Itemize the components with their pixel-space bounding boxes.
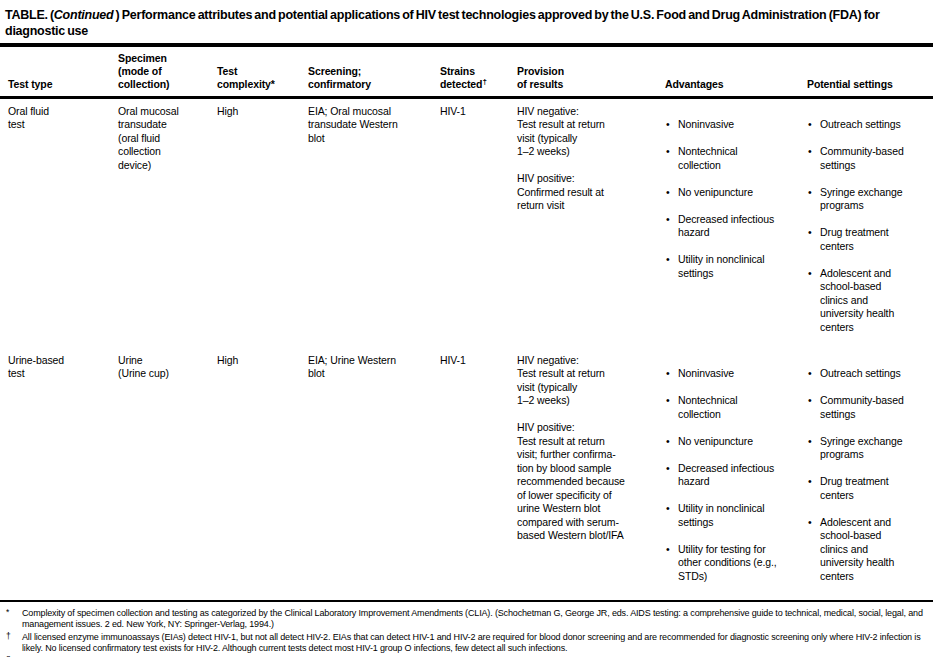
bullet-icon: • bbox=[665, 435, 678, 449]
cell-potential-settings: •Outreach settings •Community-based sett… bbox=[807, 354, 933, 597]
column-header-test-type: Test type bbox=[8, 78, 118, 91]
strains-detected-dagger: † bbox=[482, 77, 486, 86]
footnote-marker: † bbox=[6, 631, 11, 642]
bullet-icon: • bbox=[807, 394, 820, 421]
cell-test-complexity: High bbox=[217, 354, 308, 597]
cell-specimen: Oral mucosal transudate (oral fluid coll… bbox=[118, 105, 217, 348]
table-title: TABLE. (Continued ) Performance attribut… bbox=[0, 0, 933, 39]
cell-provision-of-results: HIV negative: Test result at return visi… bbox=[517, 354, 665, 597]
list-item: •Nontechnical collection bbox=[665, 394, 805, 421]
bullet-icon: • bbox=[807, 267, 820, 335]
footnote-dagger: † All licensed enzyme immunoassays (EIAs)… bbox=[6, 632, 928, 654]
bullet-icon: • bbox=[807, 226, 820, 253]
cell-potential-settings: •Outreach settings •Community-based sett… bbox=[807, 105, 933, 348]
bullet-icon: • bbox=[807, 516, 820, 584]
list-item: •No venipuncture bbox=[665, 186, 805, 200]
column-header-strains-detected-label: Strains detected bbox=[440, 65, 482, 90]
list-item: •No venipuncture bbox=[665, 435, 805, 449]
footnote-text: Complexity of specimen collection and te… bbox=[22, 608, 923, 629]
bullet-icon: • bbox=[665, 543, 678, 584]
list-item: •Outreach settings bbox=[807, 367, 931, 381]
list-item: •Adolescent and school-based clinics and… bbox=[807, 516, 931, 584]
bullet-icon: • bbox=[665, 118, 678, 132]
bullet-icon: • bbox=[807, 145, 820, 172]
bullet-icon: • bbox=[807, 475, 820, 502]
table-title-rest: ) Performance attributes and potential a… bbox=[5, 8, 880, 38]
list-item: •Nontechnical collection bbox=[665, 145, 805, 172]
list-item: •Outreach settings bbox=[807, 118, 931, 132]
bullet-icon: • bbox=[665, 186, 678, 200]
list-item: •Drug treatment centers bbox=[807, 475, 931, 502]
cell-test-complexity: High bbox=[217, 105, 308, 348]
footnote-asterisk: * Complexity of specimen collection and t… bbox=[6, 608, 928, 630]
cell-advantages: •Noninvasive •Nontechnical collection •N… bbox=[665, 105, 807, 348]
table-row-oral-fluid-test: Oral fluid test Oral mucosal transudate … bbox=[0, 99, 933, 348]
list-item: •Utility in nonclinical settings bbox=[665, 253, 805, 280]
bullet-icon: • bbox=[665, 462, 678, 489]
cell-specimen: Urine (Urine cup) bbox=[118, 354, 217, 597]
document-page: TABLE. (Continued ) Performance attribut… bbox=[0, 0, 933, 657]
bullet-icon: • bbox=[665, 502, 678, 529]
list-item: •Community-based settings bbox=[807, 145, 931, 172]
column-header-specimen: Specimen (mode of collection) bbox=[118, 52, 217, 91]
footnote-marker: * bbox=[6, 607, 9, 618]
column-header-screening-confirmatory: Screening; confirmatory bbox=[308, 65, 440, 91]
bullet-icon: • bbox=[665, 394, 678, 421]
bullet-icon: • bbox=[665, 213, 678, 240]
list-item: •Community-based settings bbox=[807, 394, 931, 421]
bullet-icon: • bbox=[665, 367, 678, 381]
footnotes: * Complexity of specimen collection and t… bbox=[0, 602, 933, 657]
list-item: •Decreased infectious hazard bbox=[665, 462, 805, 489]
cell-strains-detected: HIV-1 bbox=[440, 354, 517, 597]
column-header-provision-of-results: Provision of results bbox=[517, 65, 665, 91]
cell-screening-confirmatory: EIA; Oral mucosal transudate Western blo… bbox=[308, 105, 440, 348]
column-header-strains-detected: Strains detected† bbox=[440, 65, 517, 91]
cell-screening-confirmatory: EIA; Urine Western blot bbox=[308, 354, 440, 597]
cell-test-type: Urine-based test bbox=[8, 354, 118, 597]
cell-advantages: •Noninvasive •Nontechnical collection •N… bbox=[665, 354, 807, 597]
bullet-icon: • bbox=[807, 186, 820, 213]
list-item: •Noninvasive bbox=[665, 367, 805, 381]
table-header-row: Test type Specimen (mode of collection) … bbox=[0, 47, 933, 96]
bullet-icon: • bbox=[807, 367, 820, 381]
bullet-icon: • bbox=[807, 435, 820, 462]
bullet-icon: • bbox=[807, 118, 820, 132]
list-item: •Utility for testing for other condition… bbox=[665, 543, 805, 584]
cell-strains-detected: HIV-1 bbox=[440, 105, 517, 348]
column-header-potential-settings: Potential settings bbox=[807, 78, 933, 91]
list-item: •Decreased infectious hazard bbox=[665, 213, 805, 240]
list-item: •Adolescent and school-based clinics and… bbox=[807, 267, 931, 335]
table-title-continued: Continued bbox=[54, 8, 114, 22]
table-title-prefix: TABLE. ( bbox=[5, 8, 54, 22]
bullet-icon: • bbox=[665, 145, 678, 172]
list-item: •Noninvasive bbox=[665, 118, 805, 132]
list-item: •Utility in nonclinical settings bbox=[665, 502, 805, 529]
list-item: •Syringe exchange programs bbox=[807, 186, 931, 213]
list-item: •Drug treatment centers bbox=[807, 226, 931, 253]
bullet-icon: • bbox=[665, 253, 678, 280]
cell-provision-of-results: HIV negative: Test result at return visi… bbox=[517, 105, 665, 348]
list-item: •Syringe exchange programs bbox=[807, 435, 931, 462]
footnote-text: All licensed enzyme immunoassays (EIAs) … bbox=[22, 632, 921, 653]
table-row-urine-based-test: Urine-based test Urine (Urine cup) High … bbox=[0, 348, 933, 597]
column-header-test-complexity: Test complexity* bbox=[217, 65, 308, 91]
cell-test-type: Oral fluid test bbox=[8, 105, 118, 348]
column-header-advantages: Advantages bbox=[665, 78, 807, 91]
